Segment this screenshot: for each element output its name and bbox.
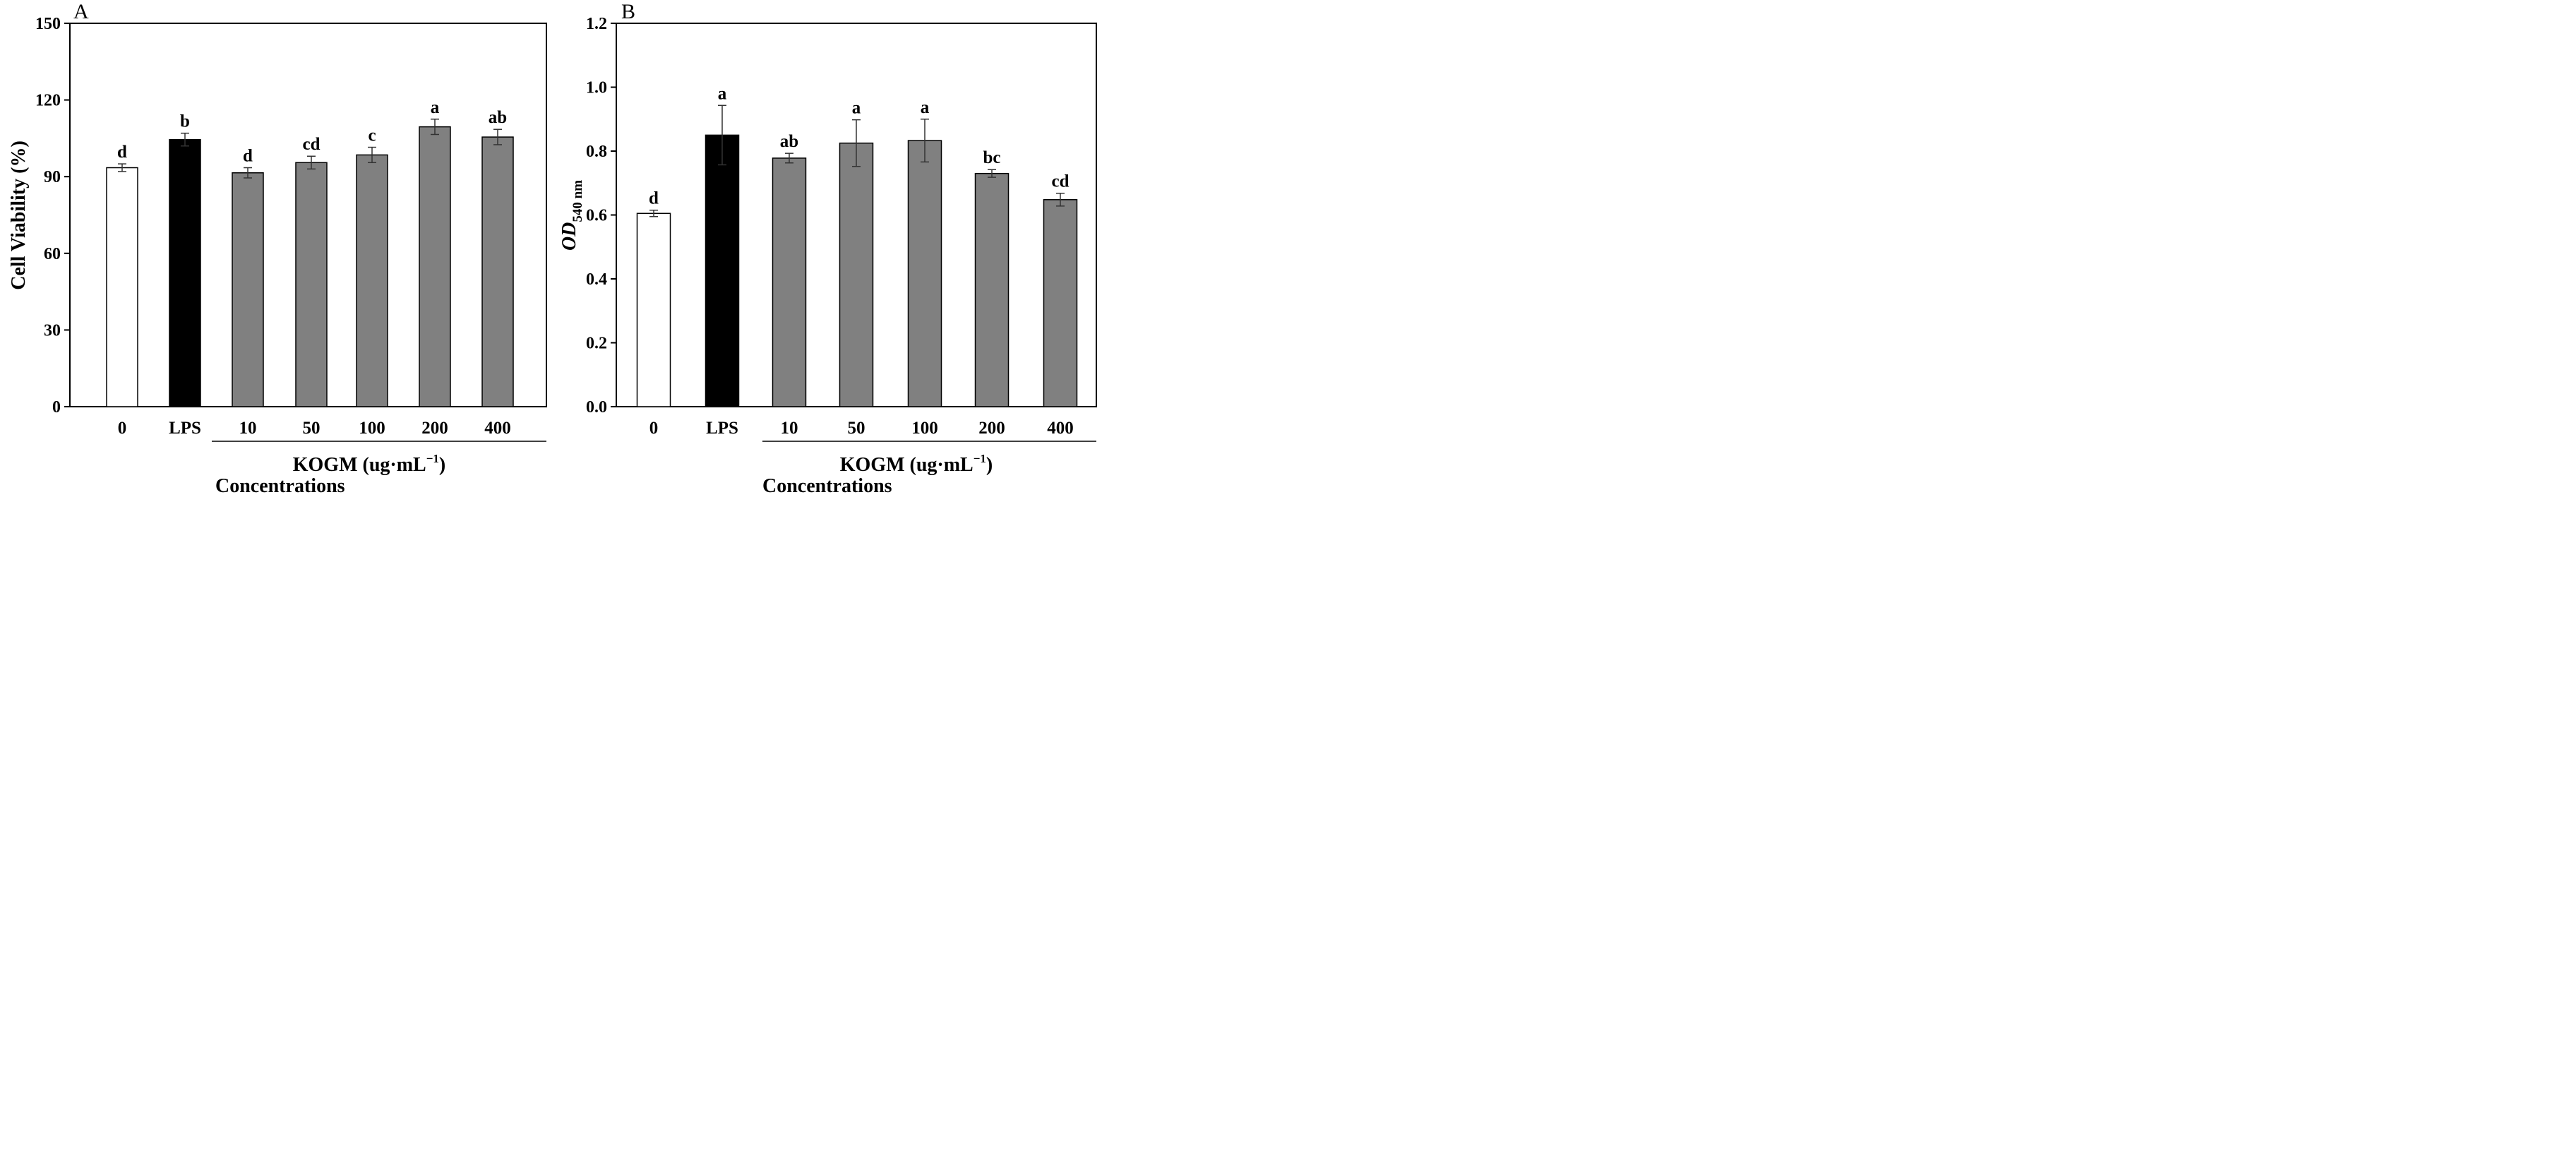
bar-50 xyxy=(839,142,874,407)
significance-letter: cd xyxy=(303,135,320,154)
significance-letter: c xyxy=(368,126,376,145)
y-tick-label: 150 xyxy=(35,15,61,33)
significance-letter: bc xyxy=(983,148,1001,167)
panel-b: B 0.0 0.2 0.4 0.6 0.8 1.0 1.2 d 0 a LPS ab 10 a 50 a 10… xyxy=(558,0,1097,497)
significance-letter: a xyxy=(921,98,930,117)
significance-letter: a xyxy=(852,99,861,118)
category-label: LPS xyxy=(706,419,738,438)
panel-b-letter: B xyxy=(621,0,635,23)
significance-letter: a xyxy=(718,84,727,103)
significance-letter: ab xyxy=(489,108,507,127)
bar-100 xyxy=(356,154,388,407)
bar-400 xyxy=(1043,199,1078,407)
y-tick-label: 30 xyxy=(44,321,61,340)
category-label: 400 xyxy=(1047,419,1074,438)
bar-0 xyxy=(636,213,671,407)
bar-LPS xyxy=(169,138,201,407)
category-label: 400 xyxy=(484,419,511,438)
panel-b-y-axis-title: OD540 nm xyxy=(558,180,585,251)
y-tick-label: 60 xyxy=(44,245,61,263)
y-tick-label: 0.4 xyxy=(586,270,607,289)
panel-a-y-axis-title: Cell Viability (%) xyxy=(8,140,30,290)
significance-letter: d xyxy=(117,143,127,162)
panel-b-bars: d 0 a LPS ab 10 a 50 a 100 bc 200 cd 400 xyxy=(636,84,1078,438)
bar-200 xyxy=(974,172,1010,407)
panel-a: A 0 30 60 90 120 150 d 0 b LPS d 10 cd 50 c 100 a 200 ab 4… xyxy=(8,0,547,497)
category-label: 200 xyxy=(978,419,1005,438)
category-label: 50 xyxy=(303,419,320,438)
bar-LPS xyxy=(705,134,740,407)
y-tick-label: 0.8 xyxy=(586,143,607,161)
y-tick-label: 0.6 xyxy=(586,207,607,225)
y-tick-label: 1.2 xyxy=(586,15,607,33)
bar-400 xyxy=(481,136,514,407)
bar-0 xyxy=(106,167,138,407)
y-tick-label: 0.2 xyxy=(586,335,607,353)
category-label: 200 xyxy=(421,419,448,438)
significance-letter: d xyxy=(243,147,253,166)
panel-a-bars: d 0 b LPS d 10 cd 50 c 100 a 200 ab 400 xyxy=(106,98,514,438)
category-label: 0 xyxy=(118,419,127,438)
bar-100 xyxy=(907,140,942,407)
significance-letter: ab xyxy=(780,132,798,151)
y-tick-label: 90 xyxy=(44,168,61,186)
significance-letter: b xyxy=(180,112,190,131)
panel-b-x-axis-title: Concentrations xyxy=(762,475,892,497)
category-label: 100 xyxy=(359,419,385,438)
panel-a-x-axis-title: Concentrations xyxy=(215,475,345,497)
category-label: 100 xyxy=(911,419,938,438)
bar-200 xyxy=(419,126,451,407)
y-tick-label: 120 xyxy=(35,92,61,110)
category-label: 10 xyxy=(239,419,257,438)
bar-10 xyxy=(232,172,264,407)
category-label: LPS xyxy=(169,419,201,438)
y-tick-label: 0 xyxy=(52,398,61,417)
significance-letter: a xyxy=(431,98,440,117)
category-label: 50 xyxy=(848,419,865,438)
panel-a-y-ticks: 0 30 60 90 120 150 xyxy=(35,15,70,417)
significance-letter: d xyxy=(649,189,659,208)
panel-a-group-label: KOGM (ug·mL−1) xyxy=(293,452,446,476)
y-tick-label: 1.0 xyxy=(586,79,607,97)
panel-b-y-ticks: 0.0 0.2 0.4 0.6 0.8 1.0 1.2 xyxy=(586,15,616,417)
category-label: 10 xyxy=(781,419,798,438)
panel-a-letter: A xyxy=(73,0,89,23)
y-tick-label: 0.0 xyxy=(586,398,607,417)
bar-10 xyxy=(772,157,807,407)
bar-50 xyxy=(295,162,328,407)
significance-letter: cd xyxy=(1052,172,1070,191)
panel-b-group-label: KOGM (ug·mL−1) xyxy=(840,452,993,476)
category-label: 0 xyxy=(649,419,659,438)
